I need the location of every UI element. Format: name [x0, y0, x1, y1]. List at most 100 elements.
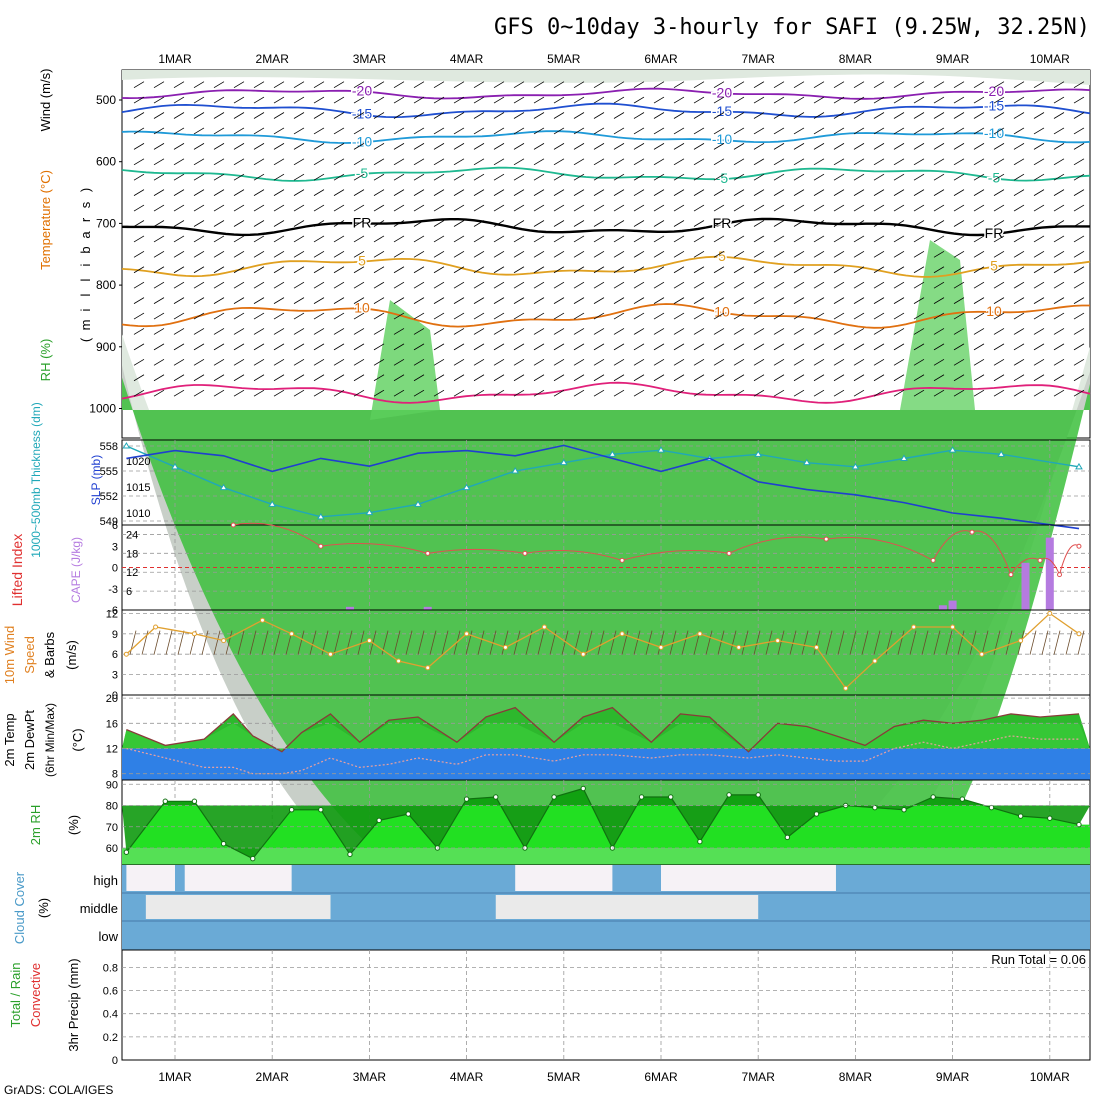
wind-barb	[533, 312, 545, 320]
rh2m-unit: (%)	[66, 815, 81, 835]
wind-barb	[1073, 96, 1085, 104]
wind-barb	[653, 343, 665, 351]
wind-barb	[293, 389, 305, 397]
wind-barb	[993, 143, 1005, 150]
wind-barb	[253, 266, 265, 274]
li-line	[971, 530, 1012, 575]
wind-barb	[553, 112, 565, 119]
li-marker	[1037, 557, 1043, 563]
wind-barb	[133, 143, 145, 150]
wind-barb	[673, 312, 685, 320]
wind-barb	[453, 389, 465, 397]
bottom-day-label: 6MAR	[644, 1070, 678, 1084]
li-tick-label: -6	[108, 605, 118, 617]
wind-barb	[253, 328, 265, 335]
wind-barb	[633, 220, 645, 227]
millibars-ylabel-letter: l	[78, 278, 93, 281]
wind-barb	[413, 250, 425, 258]
bottom-day-labels: 1MAR 2MAR 3MAR 4MAR 5MAR 6MAR 7MAR 8MAR 9MAR 10MA…	[158, 1070, 1070, 1084]
wind-barb	[413, 112, 425, 119]
wind-barb	[1013, 389, 1025, 397]
wind-barb	[293, 158, 305, 166]
wind-barb	[913, 81, 925, 89]
wind-barb	[793, 389, 805, 397]
wind-barb	[713, 328, 725, 335]
wind-barb	[173, 328, 185, 335]
wind-barb	[713, 312, 725, 320]
wind-barb	[993, 297, 1005, 304]
wind10-marker	[872, 658, 878, 664]
wind10-marker	[979, 651, 985, 657]
wind-barb	[453, 343, 465, 351]
wind-barb	[613, 250, 625, 258]
wind-barb	[1013, 204, 1025, 212]
wind10-barb	[237, 630, 245, 655]
wind-barb	[673, 250, 685, 258]
wind-barb	[533, 343, 545, 351]
rh2m-marker	[551, 794, 557, 800]
wind-barb	[373, 358, 385, 366]
wind-barb	[373, 143, 385, 150]
pressure-tick-label: 600	[96, 155, 116, 169]
wind-barb	[373, 204, 385, 212]
wind10-marker	[658, 644, 664, 650]
wind-barb	[793, 127, 805, 135]
wind10-marker	[396, 658, 402, 664]
wind10-marker	[814, 644, 820, 650]
wind-barb	[373, 81, 385, 89]
wind10-marker	[950, 624, 956, 630]
wind10-marker	[191, 631, 197, 637]
wind10-barb	[477, 630, 485, 655]
wind-barb	[893, 343, 905, 351]
isotherm-label: -10	[984, 125, 1004, 141]
wind-barb	[253, 297, 265, 304]
wind-barb	[453, 96, 465, 104]
cape-tick-label: 18	[126, 548, 138, 560]
wind-barb	[613, 343, 625, 351]
wind-barb	[353, 281, 365, 289]
wind-barb	[153, 281, 165, 289]
wind-barb	[793, 250, 805, 258]
wind10-barb	[261, 630, 269, 655]
wind-barb	[693, 173, 705, 181]
wind-barb	[933, 389, 945, 397]
wind-barb	[653, 374, 665, 382]
wind-barb	[453, 266, 465, 274]
wind-barb	[193, 374, 205, 382]
wind-barb	[973, 112, 985, 119]
wind-barb	[553, 81, 565, 89]
wind-barb	[273, 220, 285, 227]
wind-barb	[373, 235, 385, 243]
wind-barb	[193, 281, 205, 289]
wind-barb	[333, 158, 345, 166]
wind-barb	[913, 328, 925, 335]
millibars-ylabel-letter: l	[78, 293, 93, 296]
wind-barb	[413, 358, 425, 366]
wind-barb	[1073, 250, 1085, 258]
wind10-barb	[573, 630, 581, 655]
wind-barb	[573, 96, 585, 104]
wind-barb	[393, 143, 405, 150]
wind-barb	[293, 343, 305, 351]
wind-barb	[293, 266, 305, 274]
wind-barb	[153, 328, 165, 335]
wind-barb	[193, 112, 205, 119]
rh-ylabel: RH (%)	[38, 339, 53, 382]
wind-barb	[1053, 266, 1065, 274]
wind-barb	[133, 312, 145, 320]
wind-barb	[253, 158, 265, 166]
wind-barb	[733, 297, 745, 304]
wind-barb	[1053, 312, 1065, 320]
wind-barb	[673, 266, 685, 274]
wind-barb	[553, 250, 565, 258]
wind-barb	[973, 328, 985, 335]
wind-barb	[493, 220, 505, 227]
wind-barb	[953, 358, 965, 366]
wind-barb	[273, 127, 285, 135]
wind-barb	[293, 297, 305, 304]
wind-ylabel: Wind (m/s)	[38, 69, 53, 132]
wind-barb	[833, 235, 845, 243]
wind-barb	[1013, 143, 1025, 150]
wind-barb	[293, 112, 305, 119]
wind-barb	[853, 204, 865, 212]
